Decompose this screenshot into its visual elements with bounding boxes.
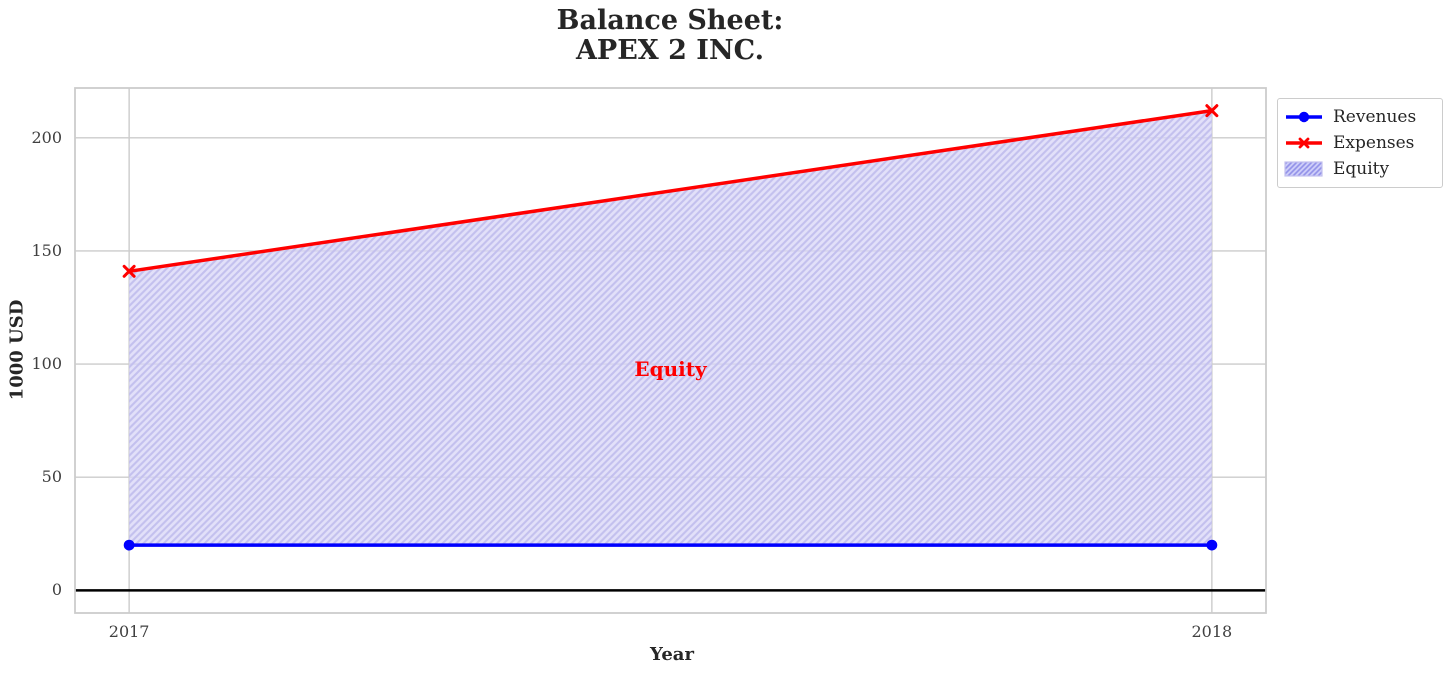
ytick-label: 0 [51, 580, 62, 600]
revenues-line-icon [1286, 111, 1322, 123]
plot-border [74, 87, 1267, 614]
ytick-label: 200 [31, 127, 62, 147]
legend-item-expenses: Expenses [1284, 130, 1434, 156]
xtick-label: 2018 [1191, 622, 1233, 641]
x-marker [122, 264, 136, 278]
x-marker-icon [1298, 137, 1310, 149]
legend-item-revenues: Revenues [1284, 104, 1434, 130]
legend-item-equity: Equity [1284, 156, 1434, 182]
x-marker [1205, 104, 1219, 118]
y-axis-label: 1000 USD [6, 299, 28, 401]
ytick-label: 50 [41, 467, 62, 487]
legend-label-revenues: Revenues [1333, 107, 1417, 127]
chart-title: Balance Sheet: APEX 2 INC. [556, 5, 784, 66]
circle-marker [1206, 539, 1218, 551]
equity-patch-icon [1284, 161, 1323, 177]
equity-area [129, 110, 1212, 546]
xtick-label: 2017 [108, 622, 150, 641]
circle-marker [123, 539, 135, 551]
legend-label-expenses: Expenses [1333, 133, 1415, 153]
x-axis-label: Year [650, 644, 694, 665]
ytick-label: 100 [31, 354, 62, 374]
expenses-line-icon [1286, 137, 1322, 149]
equity-swatch-rect [1284, 161, 1323, 177]
ytick-label: 150 [31, 240, 62, 260]
equity-annotation: Equity [634, 356, 707, 381]
circle-marker-icon [1298, 111, 1310, 123]
expenses-line [128, 108, 1213, 274]
legend-label-equity: Equity [1333, 159, 1390, 179]
legend: Revenues Expenses Equity [1277, 98, 1443, 188]
